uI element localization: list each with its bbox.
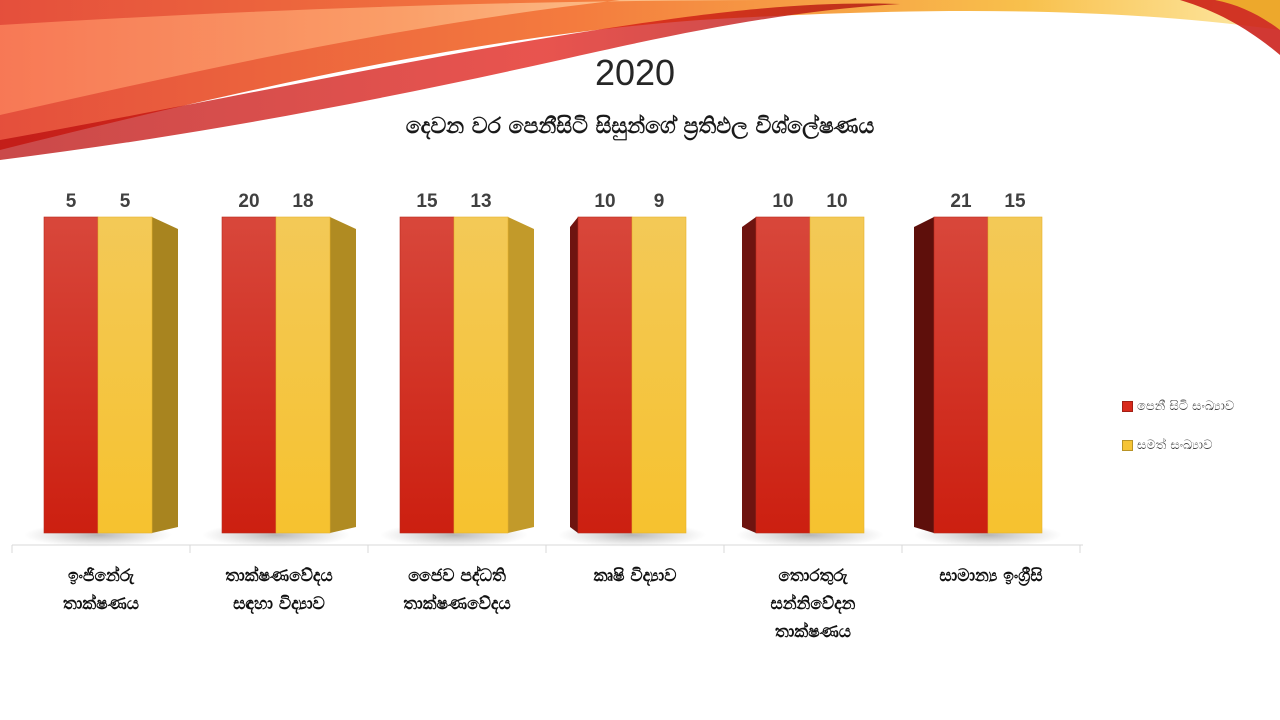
bar-passed [809,216,865,534]
bar-appeared [43,216,99,534]
data-label: 5 [120,191,131,212]
chart-subtitle: දෙවන වර පෙනීසිටි සිසුන්ගේ ප්‍රතිඵල විශ්ල… [405,114,875,139]
data-label: 9 [654,191,665,212]
bar-side-face [570,217,578,533]
legend-label: පෙනී සිටි සංඛ්‍යාව [1137,398,1235,414]
bar-side-face [914,217,934,533]
x-tick-label: ඉංජිනේරු තාක්ෂණය [62,566,140,614]
bar-side-face [330,217,356,533]
decorative-swoosh-banner [0,0,1280,160]
bar-appeared [221,216,277,534]
legend-label: සමත් සංඛ්‍යාව [1137,437,1213,453]
x-tick-label: තාක්ෂණවේදය සඳහා විද්‍යාව [225,566,333,614]
data-label: 5 [66,191,77,212]
chart-legend: පෙනී සිටි සංඛ්‍යාව සමත් සංඛ්‍යාව [1122,396,1234,474]
legend-item: පෙනී සිටි සංඛ්‍යාව [1122,396,1234,416]
bar-passed [275,216,331,534]
chart-title: 2020 [594,52,676,93]
data-label: 15 [416,191,438,212]
x-tick-label: සාමාන්‍ය ඉංග්‍රීසි [939,566,1043,586]
bar-side-face [152,217,178,533]
legend-swatch [1122,439,1133,451]
data-label: 18 [292,191,313,212]
data-label: 10 [772,191,793,212]
bar-appeared [399,216,455,534]
bar-passed [97,216,153,534]
legend-item: සමත් සංඛ්‍යාව [1122,435,1234,455]
data-label: 20 [238,191,259,212]
bar-passed [987,216,1043,534]
bar-appeared [933,216,989,534]
legend-swatch [1122,400,1133,412]
bar-passed [453,216,509,534]
bar-appeared [755,216,811,534]
bar-side-face [508,217,534,533]
data-label: 10 [826,191,847,212]
bar-appeared [577,216,633,534]
x-tick-label: තොරතුරු සන්නිවේදන තාක්ෂණය [770,566,856,642]
data-label: 21 [950,191,972,212]
data-label: 13 [470,191,491,212]
data-label: 15 [1004,191,1026,212]
bar-passed [631,216,687,534]
x-tick-label: ජෛව පද්ධති තාක්ෂණවේදය [403,566,511,614]
data-label: 10 [594,191,615,212]
x-tick-label: කෘෂි විද්‍යාව [593,566,677,586]
bar-side-face [742,217,756,533]
